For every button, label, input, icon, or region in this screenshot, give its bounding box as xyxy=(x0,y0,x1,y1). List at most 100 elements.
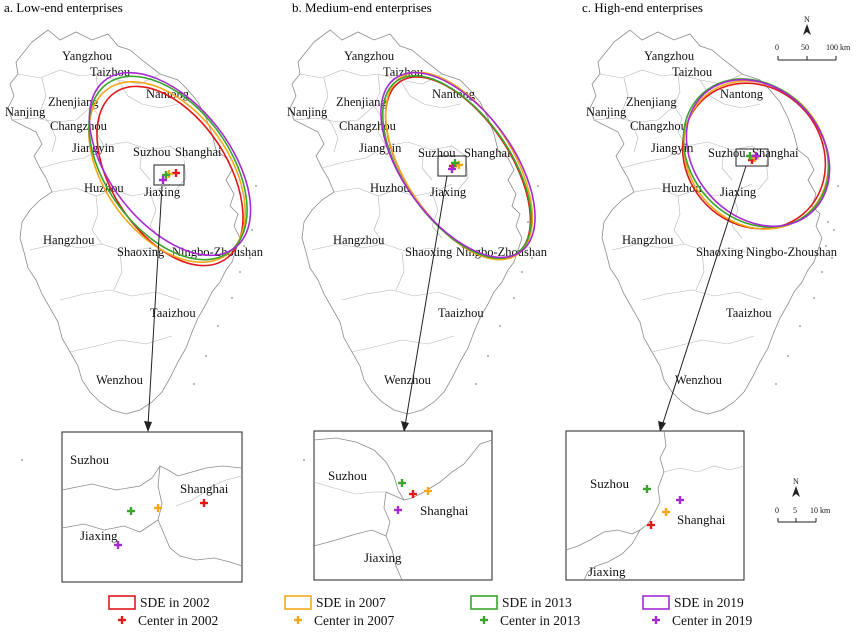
leader-arrowhead xyxy=(658,421,666,432)
panel-title-c: c. High-end enterprises xyxy=(582,0,703,15)
sde-2002-ellipse xyxy=(96,85,244,267)
city-label-changzhou: Changzhou xyxy=(630,119,688,133)
inset-label-suzhou: Suzhou xyxy=(590,476,630,491)
svg-text:0: 0 xyxy=(775,43,779,52)
svg-text:N: N xyxy=(804,15,810,24)
leader-line xyxy=(661,165,747,427)
city-label-changzhou: Changzhou xyxy=(339,119,397,133)
city-label-changzhou: Changzhou xyxy=(50,119,108,133)
inset-label-jiaxing: Jiaxing xyxy=(364,550,402,565)
inset-map-b: Suzhou Shanghai Jiaxing xyxy=(313,430,493,581)
legend-sde-2007-swatch xyxy=(284,595,312,610)
legend-sde-2013: SDE in 2013 xyxy=(502,595,572,610)
city-label-taaizhou: Taaizhou xyxy=(150,306,196,320)
city-label-taaizhou: Taaizhou xyxy=(438,306,484,320)
city-label-wenzhou: Wenzhou xyxy=(384,373,432,387)
city-label-shanghai: Shanghai xyxy=(175,145,222,159)
city-label-shaoxing: Shaoxing xyxy=(117,245,165,259)
city-label-ningbo-zhoushan: Ningbo-Zhoushan xyxy=(172,245,264,259)
leader-line xyxy=(147,185,163,427)
svg-text:100 km: 100 km xyxy=(826,43,851,52)
city-label-ningbo-zhoushan: Ningbo-Zhoushan xyxy=(746,245,838,259)
city-label-shanghai: Shanghai xyxy=(464,146,511,160)
legend-center-2002: Center in 2002 xyxy=(138,613,218,628)
legend-sde-2013-swatch xyxy=(470,595,498,610)
city-label-zhenjiang: Zhenjiang xyxy=(626,95,677,109)
inset-label-suzhou: Suzhou xyxy=(328,468,368,483)
city-label-shanghai: Shanghai xyxy=(752,146,799,160)
city-label-jiangyin: Jiangyin xyxy=(359,141,402,155)
city-label-hangzhou: Hangzhou xyxy=(43,233,95,247)
legend-center-2013: Center in 2013 xyxy=(500,613,580,628)
sde-2019-ellipse xyxy=(380,71,536,259)
zoom-box xyxy=(437,155,467,177)
city-label-yangzhou: Yangzhou xyxy=(644,49,695,63)
city-label-huzhou: Huzhou xyxy=(370,181,410,195)
panel-low-end: a. Low-end enterprises Yangzhou Taizhou … xyxy=(4,0,264,583)
north-arrow-inset: N xyxy=(792,477,800,497)
city-label-taizhou: Taizhou xyxy=(672,65,713,79)
legend-sde-2019: SDE in 2019 xyxy=(674,595,744,610)
panel-medium-end: b. Medium-end enterprises Yangzhou Taizh… xyxy=(287,0,548,581)
city-label-yangzhou: Yangzhou xyxy=(62,49,113,63)
city-label-yangzhou: Yangzhou xyxy=(344,49,395,63)
city-label-hangzhou: Hangzhou xyxy=(333,233,385,247)
svg-text:50: 50 xyxy=(801,43,809,52)
leader-arrowhead xyxy=(401,421,409,432)
panel-title-b: b. Medium-end enterprises xyxy=(292,0,432,15)
sde-2019-ellipse xyxy=(685,78,831,228)
svg-text:0: 0 xyxy=(775,506,779,515)
legend-center-2013-marker xyxy=(480,616,488,624)
city-label-nanjing: Nanjing xyxy=(5,105,46,119)
zoom-box xyxy=(153,164,185,186)
city-label-suzhou: Suzhou xyxy=(418,146,456,160)
svg-text:5: 5 xyxy=(793,506,797,515)
legend-sde-2007: SDE in 2007 xyxy=(316,595,386,610)
legend-center-2019-marker xyxy=(652,616,660,624)
inset-label-shanghai: Shanghai xyxy=(180,481,229,496)
scale-bar-main: 0 50 100 km xyxy=(775,43,851,61)
legend-center-2007: Center in 2007 xyxy=(314,613,394,628)
inset-label-jiaxing: Jiaxing xyxy=(588,564,626,579)
legend-center-2002-marker xyxy=(118,616,126,624)
sde-2002-ellipse xyxy=(681,82,827,230)
inset-label-shanghai: Shanghai xyxy=(677,512,726,527)
inset-map-c: Suzhou Shanghai Jiaxing xyxy=(565,430,745,581)
city-label-zhenjiang: Zhenjiang xyxy=(336,95,387,109)
city-label-nantong: Nantong xyxy=(720,87,764,101)
inset-label-shanghai: Shanghai xyxy=(420,503,469,518)
city-label-zhenjiang: Zhenjiang xyxy=(48,95,99,109)
legend-center-2007-marker xyxy=(294,616,302,624)
zoom-box xyxy=(735,148,769,167)
city-label-shaoxing: Shaoxing xyxy=(405,245,453,259)
city-label-hangzhou: Hangzhou xyxy=(622,233,674,247)
legend-center-2019: Center in 2019 xyxy=(672,613,752,628)
city-label-jiaxing: Jiaxing xyxy=(144,185,181,199)
inset-label-jiaxing: Jiaxing xyxy=(80,528,118,543)
leader-arrowhead xyxy=(144,421,152,432)
svg-text:N: N xyxy=(793,477,799,486)
legend-sde-2002: SDE in 2002 xyxy=(140,595,210,610)
city-label-suzhou: Suzhou xyxy=(133,145,171,159)
legend: SDE in 2002 SDE in 2007 SDE in 2013 SDE … xyxy=(108,595,752,628)
leader-line xyxy=(404,175,448,427)
inset-map-a: Suzhou Shanghai Jiaxing xyxy=(61,431,243,583)
legend-sde-2019-swatch xyxy=(642,595,670,610)
city-label-suzhou: Suzhou xyxy=(708,146,746,160)
city-label-nanjing: Nanjing xyxy=(586,105,627,119)
city-label-taaizhou: Taaizhou xyxy=(726,306,772,320)
city-label-taizhou: Taizhou xyxy=(90,65,131,79)
city-label-nanjing: Nanjing xyxy=(287,105,328,119)
svg-text:10 km: 10 km xyxy=(810,506,831,515)
sde-2019-ellipse xyxy=(88,71,252,257)
city-label-shaoxing: Shaoxing xyxy=(696,245,744,259)
panel-title-a: a. Low-end enterprises xyxy=(4,0,123,15)
north-arrow-main: N xyxy=(803,15,811,35)
legend-sde-2002-swatch xyxy=(108,595,136,610)
city-label-jiaxing: Jiaxing xyxy=(430,185,467,199)
city-label-wenzhou: Wenzhou xyxy=(675,373,723,387)
panel-high-end: c. High-end enterprises Yangzhou Taizhou… xyxy=(565,0,840,581)
city-label-jiaxing: Jiaxing xyxy=(720,185,757,199)
